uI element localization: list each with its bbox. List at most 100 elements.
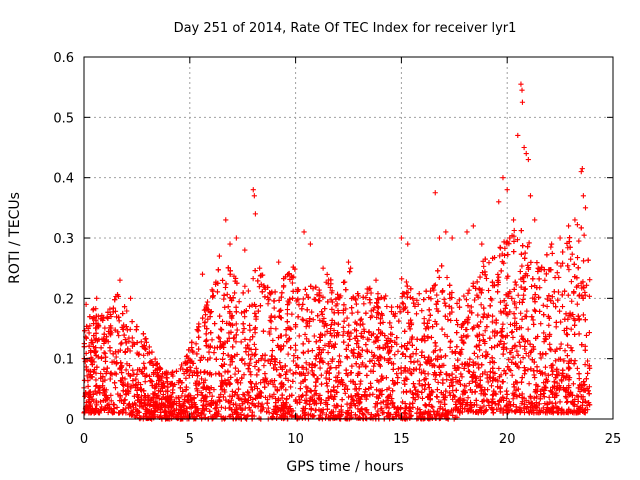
data-point	[553, 375, 559, 381]
data-point	[241, 325, 247, 332]
data-point	[432, 340, 438, 346]
data-point	[275, 344, 282, 350]
data-point	[334, 291, 341, 297]
data-point	[343, 346, 349, 352]
data-point	[113, 354, 119, 360]
data-point	[88, 409, 95, 416]
gridlines	[84, 57, 613, 419]
data-point	[284, 306, 291, 313]
data-point	[348, 415, 354, 421]
data-point	[455, 357, 461, 363]
data-point	[402, 343, 408, 349]
data-point	[283, 387, 289, 393]
data-point	[198, 389, 204, 396]
data-point	[270, 337, 276, 344]
data-point	[576, 371, 582, 377]
data-point	[257, 303, 264, 309]
data-point	[399, 294, 405, 300]
data-point	[303, 384, 309, 390]
data-point	[482, 386, 488, 393]
data-point	[564, 240, 570, 247]
data-point	[356, 364, 362, 370]
data-point	[341, 339, 347, 345]
data-point	[495, 402, 502, 408]
data-point	[540, 409, 546, 415]
data-point	[203, 331, 209, 337]
data-point	[482, 272, 488, 278]
data-point	[246, 362, 252, 368]
data-point	[246, 346, 252, 352]
data-point	[355, 309, 361, 315]
data-point	[427, 409, 433, 415]
data-point	[141, 342, 147, 349]
data-point	[519, 316, 525, 322]
data-point	[491, 282, 498, 289]
data-point	[399, 415, 405, 421]
data-point	[522, 286, 528, 292]
data-point	[219, 343, 225, 349]
data-point	[225, 265, 231, 271]
data-point	[571, 261, 577, 267]
data-point	[554, 380, 560, 386]
data-point	[513, 387, 519, 393]
data-point	[355, 290, 361, 297]
data-point	[262, 294, 268, 300]
data-point	[201, 380, 207, 386]
data-point	[123, 340, 129, 346]
data-point	[371, 352, 378, 358]
data-point	[392, 313, 398, 319]
data-point	[204, 357, 211, 363]
data-point	[477, 274, 483, 280]
data-point	[374, 314, 380, 321]
data-point	[445, 316, 451, 323]
data-point	[442, 401, 448, 407]
data-point	[518, 379, 525, 385]
data-point	[456, 297, 462, 303]
data-point	[543, 336, 549, 342]
data-point	[324, 328, 330, 334]
data-point	[548, 389, 555, 395]
data-point	[363, 396, 369, 402]
data-point	[265, 284, 271, 290]
data-point	[375, 296, 381, 302]
data-point	[496, 374, 503, 380]
data-point	[258, 281, 264, 287]
data-point	[411, 300, 417, 306]
data-point	[407, 339, 413, 345]
data-point	[431, 369, 438, 376]
data-point	[542, 400, 548, 407]
data-point	[440, 406, 446, 412]
data-point	[393, 409, 399, 415]
data-point	[563, 395, 569, 401]
data-point	[519, 374, 525, 381]
data-point	[467, 399, 474, 406]
data-point	[462, 390, 468, 396]
data-point	[422, 386, 428, 392]
data-point	[428, 296, 434, 302]
data-point	[476, 286, 482, 292]
data-point	[296, 333, 302, 339]
data-point	[580, 295, 586, 301]
data-point	[269, 289, 275, 295]
data-point	[218, 404, 225, 410]
data-point	[291, 353, 297, 359]
data-point	[107, 345, 113, 351]
data-point	[309, 347, 315, 354]
data-point	[575, 398, 581, 405]
data-point	[586, 293, 592, 299]
data-point	[223, 281, 229, 287]
data-point	[342, 390, 348, 396]
data-point	[152, 356, 158, 362]
data-point	[568, 256, 574, 262]
data-point	[463, 297, 470, 303]
data-point	[150, 411, 156, 417]
data-point	[541, 394, 547, 400]
data-point	[490, 378, 496, 384]
data-point	[391, 415, 397, 421]
data-point	[290, 358, 297, 364]
data-point	[511, 384, 517, 390]
data-point	[280, 284, 287, 290]
data-point	[165, 384, 171, 390]
data-point	[270, 410, 276, 417]
data-point	[93, 383, 99, 389]
